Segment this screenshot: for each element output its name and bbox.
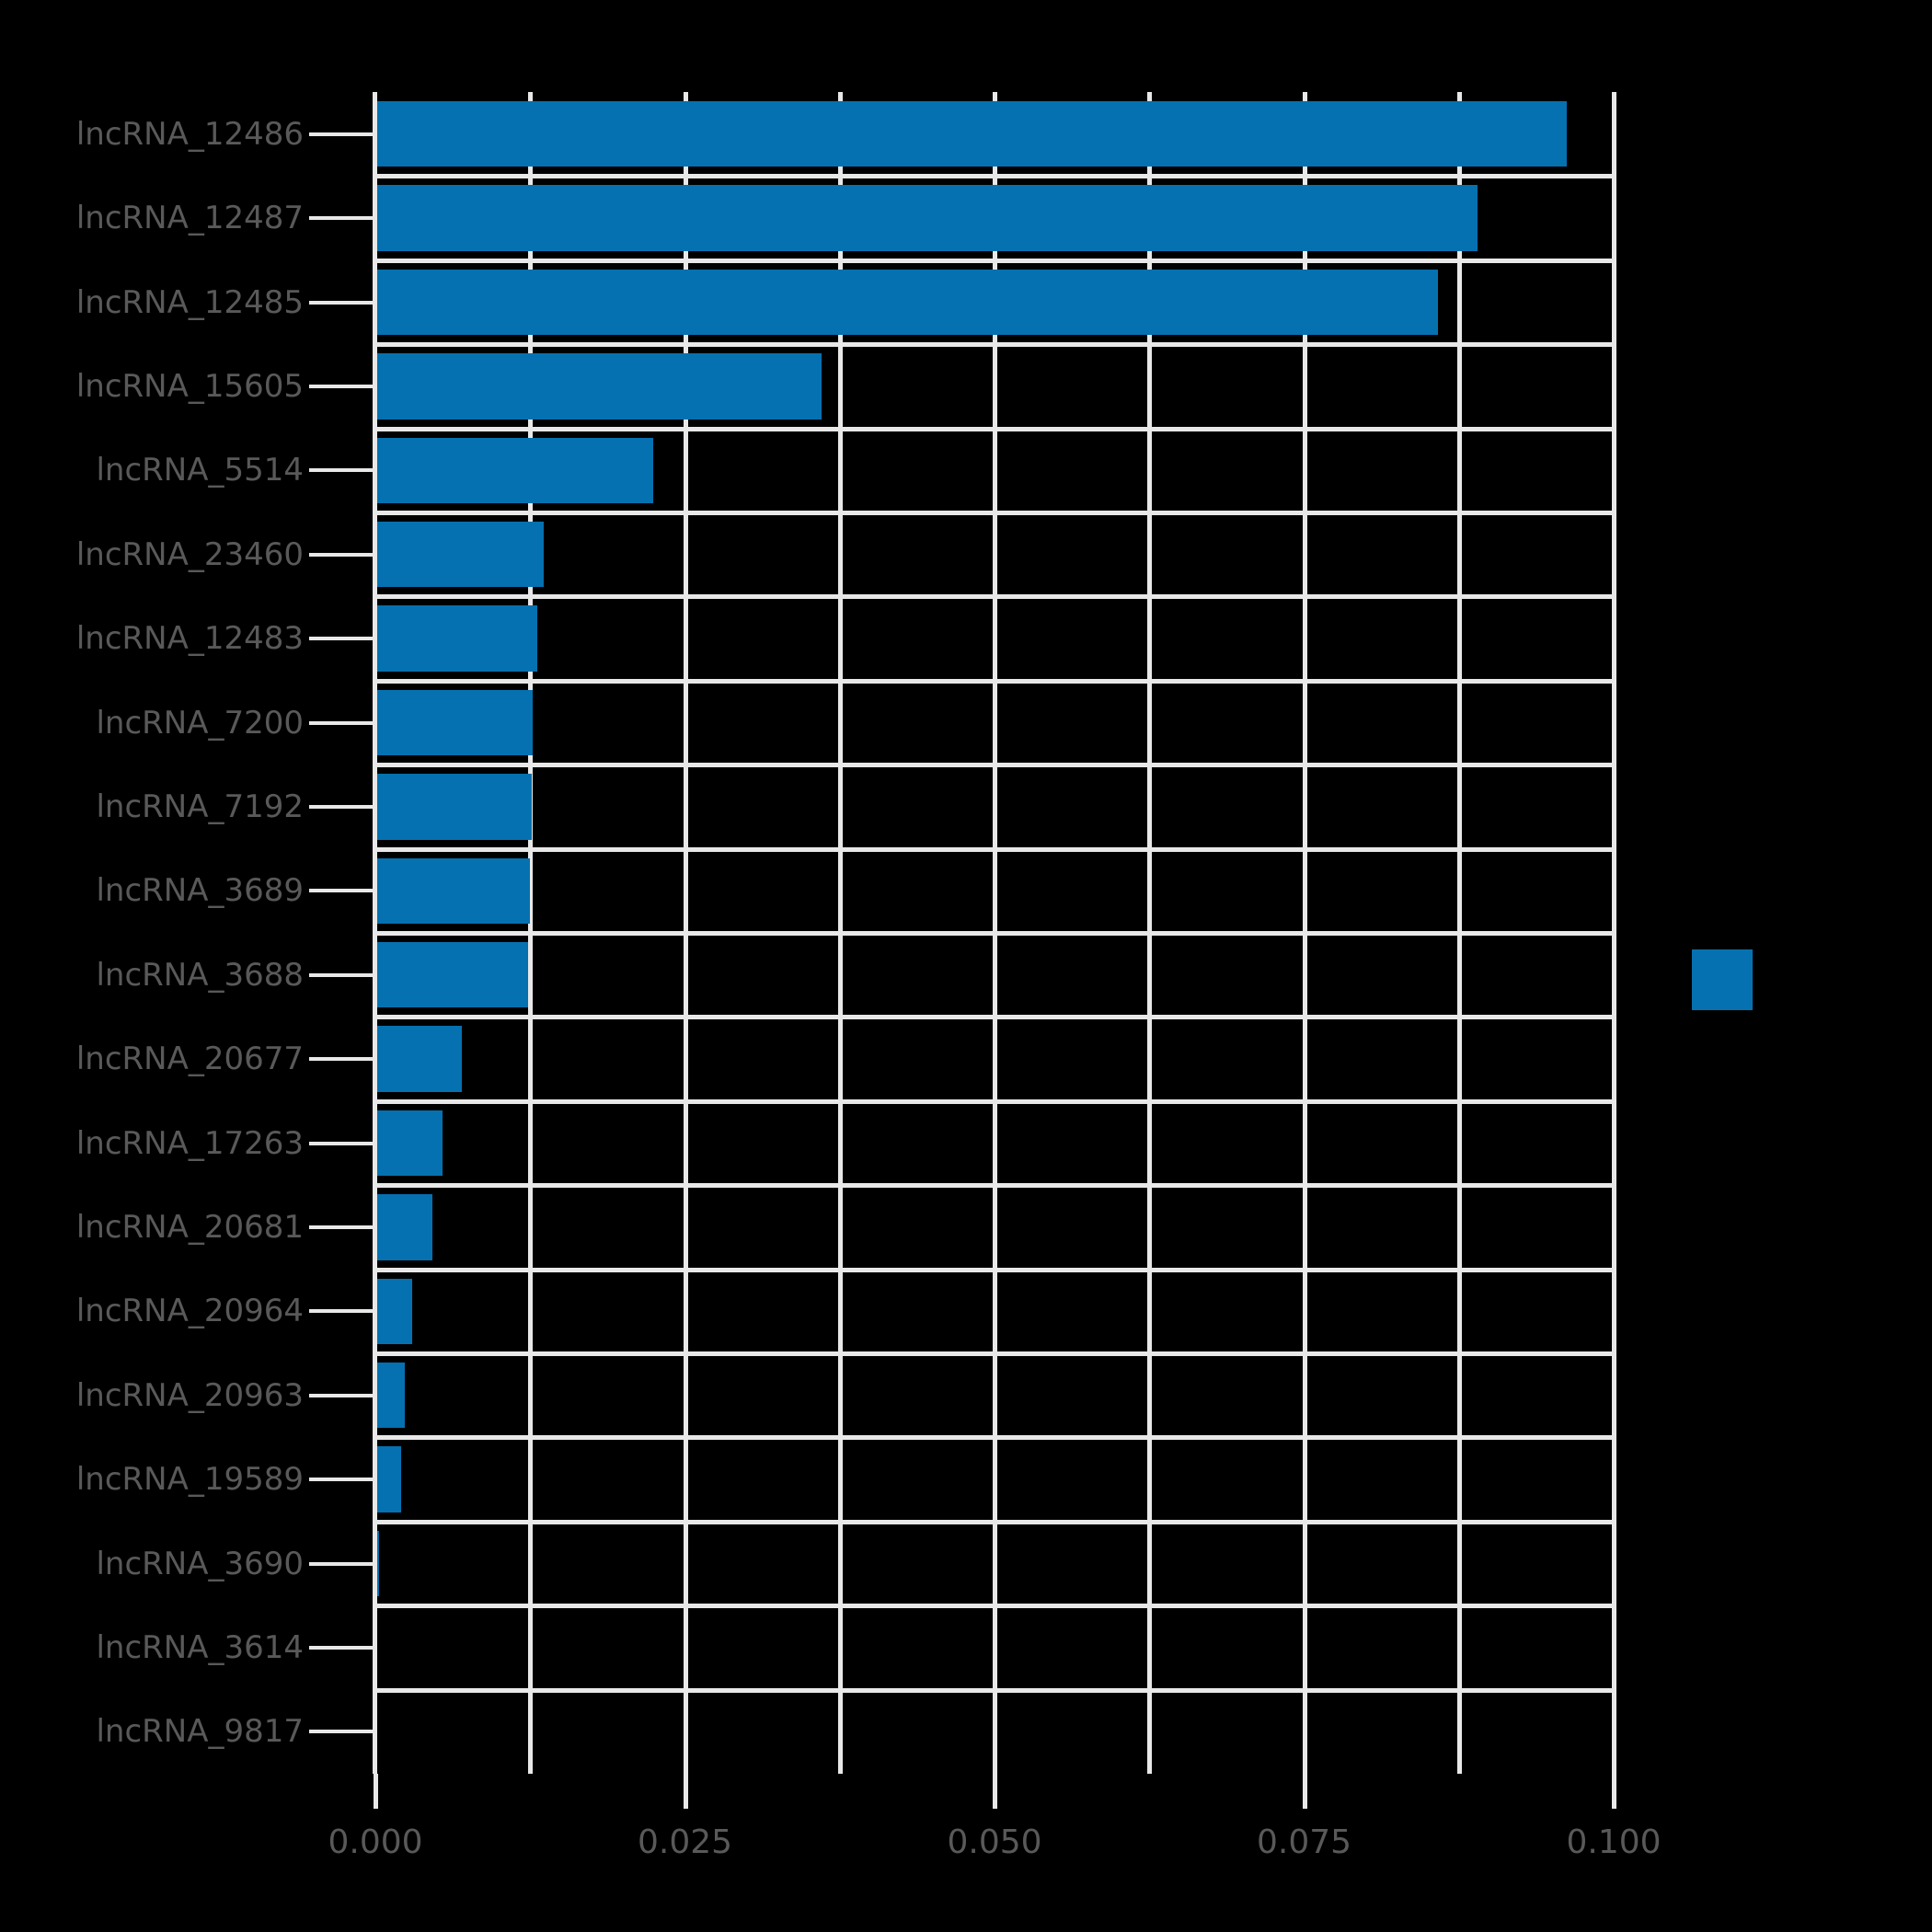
x-axis-tick-mark: [1302, 1774, 1307, 1809]
y-axis-tick-label: lncRNA_12485: [75, 283, 304, 321]
bar[interactable]: [375, 1026, 463, 1092]
bar[interactable]: [375, 353, 822, 420]
y-axis-tick-mark: [309, 384, 374, 388]
gridline-horizontal: [375, 763, 1614, 768]
y-axis-tick-mark: [309, 804, 374, 809]
gridline-horizontal: [375, 846, 1614, 852]
x-axis-tick-label: 0.075: [1256, 1823, 1352, 1861]
y-axis-tick-label: lncRNA_15605: [75, 367, 304, 405]
y-axis-tick-label: lncRNA_7200: [96, 704, 304, 742]
gridline-horizontal: [375, 931, 1614, 936]
legend-color-swatch: [1692, 949, 1753, 1010]
gridline-horizontal: [375, 1351, 1614, 1356]
x-axis-tick-label: 0.100: [1566, 1823, 1662, 1861]
gridline-horizontal: [375, 1015, 1614, 1020]
y-axis-tick-mark: [309, 637, 374, 641]
y-axis-tick-label: lncRNA_20963: [75, 1376, 304, 1414]
gridline-horizontal: [375, 1604, 1614, 1609]
gridline-horizontal: [375, 258, 1614, 263]
legend[interactable]: [1692, 949, 1753, 1010]
x-axis-tick-label: 0.000: [328, 1823, 423, 1861]
x-axis-tick-mark: [683, 1774, 688, 1809]
bar[interactable]: [375, 1446, 402, 1512]
x-axis-tick-label: 0.025: [637, 1823, 733, 1861]
y-axis-tick-mark: [309, 1393, 374, 1397]
bar[interactable]: [375, 522, 545, 588]
y-axis-tick-mark: [309, 132, 374, 136]
gridline-horizontal: [375, 1687, 1614, 1693]
y-axis-tick-label: lncRNA_20681: [75, 1208, 304, 1246]
y-axis-tick-label: lncRNA_12486: [75, 115, 304, 153]
bar[interactable]: [375, 942, 528, 1008]
bar[interactable]: [375, 1278, 413, 1344]
y-axis-tick-mark: [309, 552, 374, 557]
gridline-horizontal: [375, 1098, 1614, 1104]
bar[interactable]: [375, 1110, 443, 1177]
x-axis-tick-mark: [993, 1774, 997, 1809]
y-axis-tick-mark: [309, 468, 374, 473]
y-axis-tick-label: lncRNA_12483: [75, 620, 304, 658]
gridline-horizontal: [375, 1267, 1614, 1272]
y-axis-tick-label: lncRNA_23460: [75, 535, 304, 573]
y-axis-tick-mark: [309, 1730, 374, 1734]
y-axis-tick-mark: [309, 1141, 374, 1145]
x-axis-tick-mark: [374, 1774, 378, 1809]
bar[interactable]: [375, 437, 653, 503]
gridline-horizontal: [375, 174, 1614, 179]
y-axis-tick-label: lncRNA_19589: [75, 1461, 304, 1499]
y-axis-spine: [373, 92, 377, 1774]
gridline-horizontal: [375, 678, 1614, 684]
y-axis-tick-label: lncRNA_3688: [96, 956, 304, 994]
y-axis-tick-label: lncRNA_20964: [75, 1293, 304, 1330]
y-axis-tick-label: lncRNA_3690: [96, 1545, 304, 1582]
y-axis-tick-label: lncRNA_3614: [96, 1628, 304, 1666]
gridline-horizontal: [375, 594, 1614, 600]
bar[interactable]: [375, 1363, 406, 1429]
bar[interactable]: [375, 185, 1478, 251]
y-axis-tick-mark: [309, 300, 374, 305]
x-axis-tick-mark: [1612, 1774, 1616, 1809]
y-axis-tick-label: lncRNA_17263: [75, 1124, 304, 1162]
bar[interactable]: [375, 1530, 380, 1597]
y-axis-tick-mark: [309, 1057, 374, 1062]
y-axis-tick-label: lncRNA_12487: [75, 200, 304, 237]
y-axis-tick-labels: lncRNA_12486 lncRNA_12487 lncRNA_12485 lncR…: [0, 0, 304, 1932]
y-axis-tick-label: lncRNA_7192: [96, 788, 304, 825]
y-axis-tick-label: lncRNA_5514: [96, 452, 304, 489]
x-axis-tick-label: 0.050: [947, 1823, 1042, 1861]
y-axis-tick-mark: [309, 1225, 374, 1229]
bar[interactable]: [375, 774, 532, 840]
plot-area: [375, 92, 1616, 1774]
y-axis-tick-mark: [309, 1478, 374, 1482]
y-axis-tick-mark: [309, 720, 374, 725]
y-axis-tick-mark: [309, 972, 374, 977]
y-axis-tick-mark: [309, 1309, 374, 1314]
y-axis-tick-label: lncRNA_3689: [96, 872, 304, 910]
bar[interactable]: [375, 689, 533, 756]
bar[interactable]: [375, 101, 1567, 167]
bar[interactable]: [375, 1194, 432, 1260]
gridline-horizontal: [375, 1183, 1614, 1189]
plot-right-spine: [1612, 92, 1616, 1774]
y-axis-tick-label: lncRNA_9817: [96, 1713, 304, 1751]
gridline-horizontal: [375, 426, 1614, 431]
gridline-horizontal: [375, 511, 1614, 515]
gridline-horizontal: [375, 342, 1614, 348]
y-axis-tick-mark: [309, 216, 374, 221]
gridline-horizontal: [375, 1519, 1614, 1524]
y-axis-tick-mark: [309, 1561, 374, 1566]
bar[interactable]: [375, 857, 531, 924]
bar[interactable]: [375, 605, 538, 672]
gridline-horizontal: [375, 1435, 1614, 1441]
y-axis-tick-label: lncRNA_20677: [75, 1041, 304, 1078]
bar[interactable]: [375, 269, 1438, 336]
y-axis-tick-mark: [309, 889, 374, 893]
y-axis-tick-mark: [309, 1645, 374, 1650]
